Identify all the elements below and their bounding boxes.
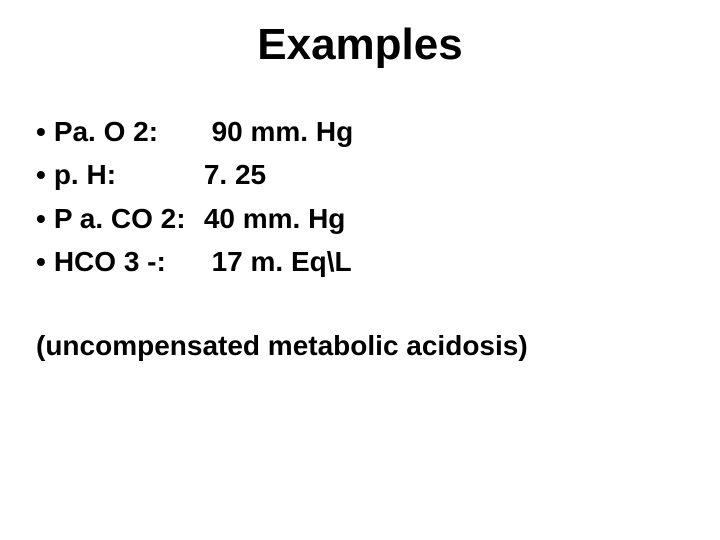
slide-title: Examples [0, 20, 720, 70]
item-value: 7. 25 [204, 153, 266, 196]
item-label: p. H: [54, 153, 204, 196]
bullet-icon: • [36, 197, 46, 240]
list-item: • P a. CO 2: 40 mm. Hg [36, 197, 353, 240]
list-item: • HCO 3 -: 17 m. Eq\L [36, 240, 353, 283]
item-label: Pa. O 2: [54, 110, 204, 153]
bullet-icon: • [36, 110, 46, 153]
list-item: • p. H: 7. 25 [36, 153, 353, 196]
slide: Examples • Pa. O 2: 90 mm. Hg • p. H: 7.… [0, 0, 720, 540]
item-label: HCO 3 -: [54, 240, 204, 283]
item-value: 90 mm. Hg [204, 110, 353, 153]
item-label: P a. CO 2: [54, 197, 204, 240]
footer-text: (uncompensated metabolic acidosis) [36, 330, 528, 362]
bullet-icon: • [36, 153, 46, 196]
bullet-icon: • [36, 240, 46, 283]
list-item: • Pa. O 2: 90 mm. Hg [36, 110, 353, 153]
item-value: 17 m. Eq\L [204, 240, 352, 283]
item-value: 40 mm. Hg [204, 197, 346, 240]
bullet-list: • Pa. O 2: 90 mm. Hg • p. H: 7. 25 • P a… [36, 110, 353, 284]
